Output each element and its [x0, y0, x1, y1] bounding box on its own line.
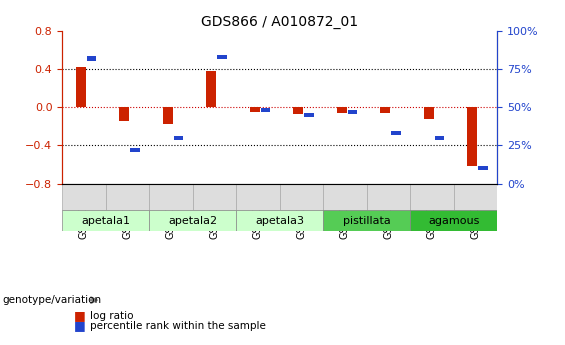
Bar: [367, 184, 410, 210]
Text: pistillata: pistillata: [343, 216, 390, 226]
Bar: [410, 184, 454, 210]
Bar: [347, 110, 357, 114]
Bar: [86, 56, 96, 61]
Text: apetala3: apetala3: [255, 216, 304, 226]
Bar: [149, 184, 193, 210]
Bar: [163, 107, 173, 125]
Bar: [323, 210, 410, 231]
Bar: [424, 107, 434, 119]
Bar: [106, 184, 149, 210]
Bar: [62, 184, 106, 210]
Bar: [250, 107, 260, 112]
Bar: [173, 136, 183, 140]
Text: percentile rank within the sample: percentile rank within the sample: [90, 321, 266, 331]
Bar: [236, 210, 323, 231]
Text: ■: ■: [73, 309, 85, 322]
Bar: [454, 184, 497, 210]
Bar: [391, 131, 401, 135]
Text: apetala2: apetala2: [168, 216, 217, 226]
Bar: [260, 108, 270, 112]
Bar: [478, 166, 488, 170]
Text: agamous: agamous: [428, 216, 479, 226]
Bar: [293, 107, 303, 114]
Bar: [323, 184, 367, 210]
Bar: [380, 107, 390, 113]
Bar: [206, 71, 216, 107]
Bar: [119, 107, 129, 121]
Text: log ratio: log ratio: [90, 311, 134, 321]
Bar: [337, 107, 347, 113]
Text: ■: ■: [73, 319, 85, 333]
Bar: [62, 210, 149, 231]
Title: GDS866 / A010872_01: GDS866 / A010872_01: [201, 14, 358, 29]
Bar: [217, 55, 227, 59]
Bar: [130, 148, 140, 152]
Bar: [280, 184, 323, 210]
Text: apetala1: apetala1: [81, 216, 130, 226]
Bar: [410, 210, 497, 231]
Bar: [434, 136, 444, 140]
Bar: [193, 184, 236, 210]
Bar: [149, 210, 236, 231]
Bar: [304, 113, 314, 117]
Bar: [76, 67, 86, 107]
Bar: [467, 107, 477, 166]
Bar: [236, 184, 280, 210]
Text: genotype/variation: genotype/variation: [3, 295, 102, 305]
